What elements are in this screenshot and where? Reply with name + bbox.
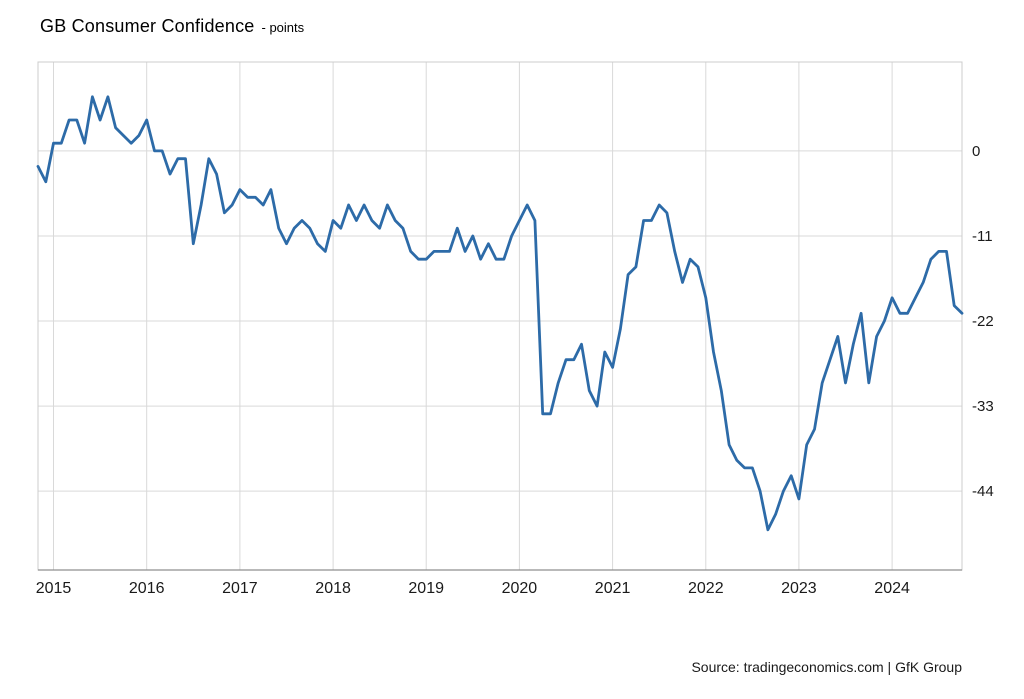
x-axis-tick-label: 2022 [688,580,724,597]
x-axis-tick-label: 2015 [36,580,72,597]
y-axis-tick-label: -33 [972,398,994,415]
y-axis-tick-label: -11 [972,228,993,245]
chart-title-unit: - points [261,20,305,35]
x-axis-tick-label: 2020 [502,580,538,597]
y-axis-tick-label: -44 [972,483,994,500]
y-axis-tick-label: -22 [972,313,994,330]
chart-title: GB Consumer Confidence - points [40,16,304,37]
x-axis-tick-label: 2023 [781,580,817,597]
confidence-line-series [36,95,964,532]
plot-border [37,61,963,571]
x-axis-tick-label: 2017 [222,580,258,597]
x-axis-tick-label: 2021 [595,580,631,597]
x-axis-tick-label: 2019 [408,580,444,597]
x-axis-tick-label: 2024 [874,580,910,597]
source-attribution: Source: tradingeconomics.com | GfK Group [691,659,962,675]
y-axis-tick-label: 0 [972,143,980,160]
chart-title-text: GB Consumer Confidence [40,16,255,36]
x-axis-tick-label: 2018 [315,580,351,597]
x-axis-tick-label: 2016 [129,580,165,597]
